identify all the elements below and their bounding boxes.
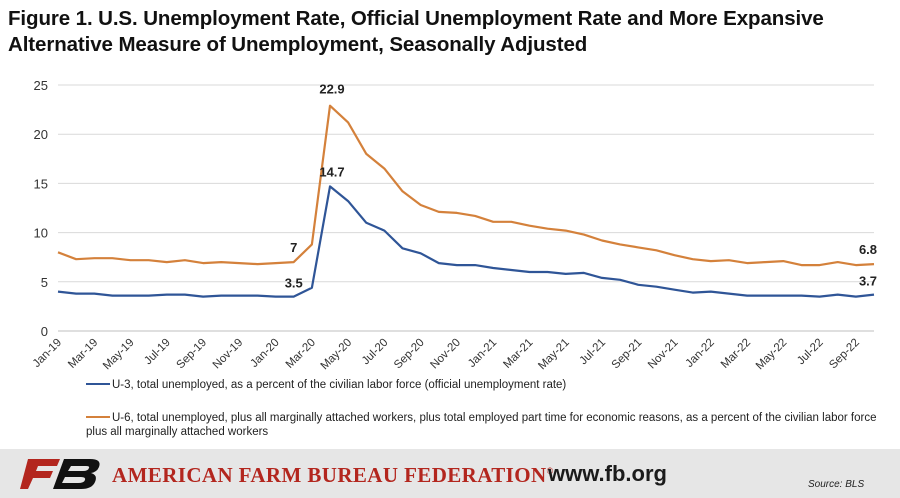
x-tick-label-22: Sep-22 (827, 337, 862, 372)
source-note: Source: BLS (808, 479, 865, 490)
x-tick-label-1: Mar-19 (66, 337, 100, 371)
data-label-4: 6.8 (859, 242, 877, 257)
legend-item-u6: U-6, total unemployed, plus all marginal… (86, 411, 886, 439)
x-axis-ticks: Jan-19 Mar-19 May-19 Jul-19 Sep-19 Nov-19 Jan-… (31, 337, 862, 373)
y-axis-ticks: 0 5 10 15 20 25 (34, 78, 48, 339)
chart-title: Figure 1. U.S. Unemployment Rate, Offici… (8, 7, 824, 56)
y-tick-label-3: 15 (34, 176, 48, 191)
line-chart: 0 5 10 15 20 25 Jan-19 Mar-19 May-19 Jul-19 Sep-1… (31, 78, 877, 373)
x-tick-label-21: Jul-22 (795, 337, 826, 368)
x-tick-label-15: Jul-21 (577, 337, 608, 368)
data-label-1: 3.5 (285, 276, 303, 291)
x-tick-label-13: Mar-21 (501, 337, 535, 371)
data-label-5: 3.7 (859, 274, 877, 289)
y-tick-label-5: 25 (34, 78, 48, 93)
legend-label-u6: U-6, total unemployed, plus all marginal… (86, 412, 877, 438)
data-labels: 7 3.5 22.9 14.7 6.8 3.7 (285, 82, 877, 291)
data-label-3: 14.7 (319, 164, 344, 179)
x-tick-label-6: Jan-20 (248, 337, 281, 370)
legend-label-u3: U-3, total unemployed, as a percent of t… (112, 379, 567, 391)
x-tick-label-12: Jan-21 (466, 337, 499, 370)
farm-bureau-logo (20, 459, 100, 489)
y-tick-label-4: 20 (34, 127, 48, 142)
x-tick-label-7: Mar-20 (284, 337, 318, 371)
x-tick-label-10: Sep-20 (392, 337, 427, 372)
data-label-2: 22.9 (319, 82, 344, 97)
x-tick-label-4: Sep-19 (174, 337, 209, 372)
x-tick-label-2: May-19 (101, 337, 137, 373)
x-tick-label-8: May-20 (319, 337, 355, 373)
series-line-u6 (57, 104, 875, 267)
data-label-0: 7 (290, 240, 297, 255)
gridlines (58, 84, 874, 332)
x-tick-label-19: Mar-22 (719, 337, 753, 371)
legend-swatch-u6 (86, 415, 110, 418)
x-tick-label-3: Jul-19 (142, 337, 173, 368)
legend-swatch-u3 (86, 382, 110, 385)
series-line-u3 (57, 185, 875, 298)
y-tick-label-0: 0 (41, 324, 48, 339)
x-tick-label-18: Jan-22 (684, 337, 717, 370)
x-tick-label-17: Nov-21 (646, 337, 681, 372)
website-link[interactable]: www.fb.org (548, 461, 667, 486)
x-tick-label-9: Jul-20 (360, 337, 391, 368)
footer-bar: AMERICAN FARM BUREAU FEDERATION® www.fb.… (0, 449, 900, 498)
x-tick-label-0: Jan-19 (31, 337, 64, 370)
series-lines (57, 104, 875, 298)
y-tick-label-2: 10 (34, 226, 48, 241)
x-tick-label-20: May-22 (754, 337, 790, 373)
x-tick-label-14: May-21 (536, 337, 572, 373)
y-tick-label-1: 5 (41, 275, 48, 290)
organization-name: AMERICAN FARM BUREAU FEDERATION® (112, 463, 554, 487)
x-tick-label-5: Nov-19 (211, 337, 246, 372)
x-tick-label-16: Sep-21 (610, 337, 645, 372)
x-tick-label-11: Nov-20 (428, 337, 463, 372)
legend-item-u3: U-3, total unemployed, as a percent of t… (86, 378, 566, 392)
